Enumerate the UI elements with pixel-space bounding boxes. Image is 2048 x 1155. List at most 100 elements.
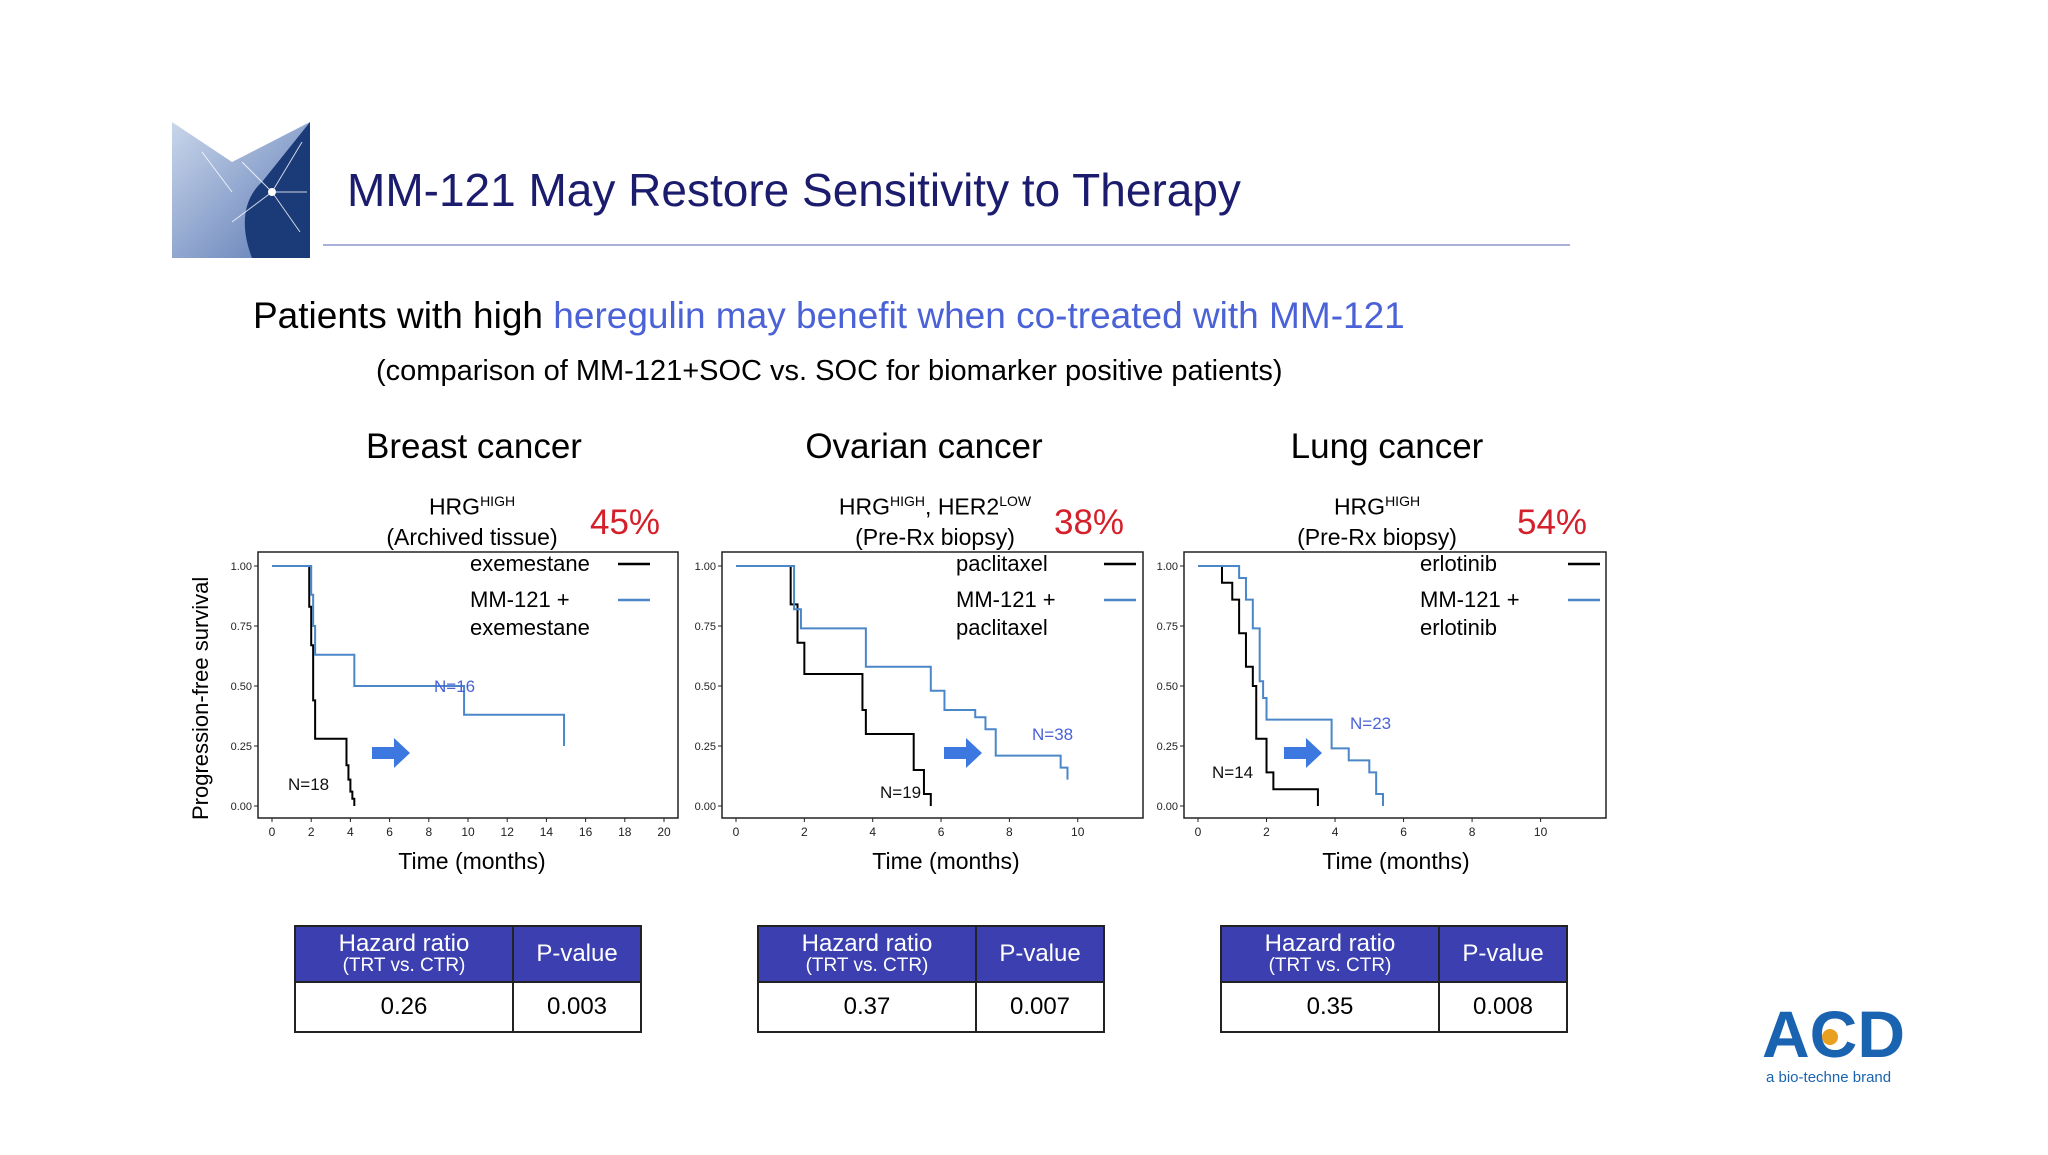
hazard-header: Hazard ratio (TRT vs. CTR) xyxy=(294,925,514,983)
x-tick-label: 6 xyxy=(1400,825,1407,839)
p-value-header: P-value xyxy=(975,925,1105,983)
legend-label: MM-121 + xyxy=(956,587,1056,612)
x-tick-label: 20 xyxy=(657,825,671,839)
p-value: 0.007 xyxy=(975,981,1105,1033)
x-axis-label-ovarian: Time (months) xyxy=(872,848,1020,874)
panel-title-breast: Breast cancer xyxy=(366,427,582,466)
x-tick-label: 2 xyxy=(801,825,808,839)
y-axis-label: Progression-free survival xyxy=(188,576,213,820)
plot-frame xyxy=(1183,551,1607,819)
hazard-table-breast: Hazard ratio (TRT vs. CTR) P-value 0.26 0… xyxy=(294,925,642,1033)
biomarker-sup: HIGH xyxy=(890,493,926,509)
y-tick-label: 0.00 xyxy=(695,801,716,813)
plot-frame xyxy=(257,551,679,819)
right-arrow-icon xyxy=(944,738,982,768)
headline-highlight-heregulin: heregulin xyxy=(553,295,706,336)
headline-mid-text: may benefit when co-treated with xyxy=(705,295,1270,336)
y-tick-label: 1.00 xyxy=(695,561,716,573)
y-tick-label: 0.50 xyxy=(695,681,716,693)
panel-title-lung: Lung cancer xyxy=(1290,427,1484,466)
km-curve-treatment xyxy=(272,565,566,746)
hazard-subheader: (TRT vs. CTR) xyxy=(805,955,929,976)
pct-breast: 45% xyxy=(590,503,661,542)
hazard-value: 0.35 xyxy=(1220,981,1440,1033)
x-tick-label: 8 xyxy=(1006,825,1013,839)
legend-label-line2: erlotinib xyxy=(1420,615,1497,640)
p-value: 0.003 xyxy=(512,981,642,1033)
y-tick-label: 0.25 xyxy=(231,741,252,753)
y-tick-label: 0.75 xyxy=(695,621,716,633)
hazard-header: Hazard ratio (TRT vs. CTR) xyxy=(757,925,977,983)
x-tick-label: 14 xyxy=(540,825,554,839)
x-tick-label: 10 xyxy=(1534,825,1548,839)
n-label: N=23 xyxy=(1350,714,1391,733)
x-tick-label: 10 xyxy=(461,825,475,839)
biomarker-ovarian: HRGHIGH, HER2LOW (Pre-Rx biopsy) xyxy=(785,486,1085,552)
x-tick-label: 4 xyxy=(869,825,876,839)
y-tick-label: 0.25 xyxy=(695,741,716,753)
panel-title-ovarian: Ovarian cancer xyxy=(805,427,1043,466)
km-curve-control xyxy=(1198,565,1319,806)
x-tick-label: 4 xyxy=(1332,825,1339,839)
x-tick-label: 0 xyxy=(1195,825,1202,839)
n-label: N=38 xyxy=(1032,725,1073,744)
biomarker-main: HRG xyxy=(838,493,891,520)
km-curve-treatment xyxy=(736,565,1069,780)
legend-label-line2: exemestane xyxy=(470,615,590,640)
x-tick-label: 16 xyxy=(579,825,593,839)
x-axis-label-lung: Time (months) xyxy=(1322,848,1470,874)
hazard-value: 0.37 xyxy=(757,981,977,1033)
km-curve-control xyxy=(736,565,932,806)
biomarker-lung: HRGHIGH (Pre-Rx biopsy) xyxy=(1227,486,1527,552)
hazard-header: Hazard ratio (TRT vs. CTR) xyxy=(1220,925,1440,983)
headline-text: Patients with high xyxy=(253,295,554,336)
legend-label: MM-121 + xyxy=(470,587,570,612)
slide-title: MM-121 May Restore Sensitivity to Therap… xyxy=(347,164,1241,216)
biomarker-main: HRG xyxy=(1333,493,1386,520)
n-label: N=14 xyxy=(1212,763,1253,782)
biomarker-extra: , HER2 xyxy=(925,493,1000,520)
x-tick-label: 2 xyxy=(1263,825,1270,839)
x-tick-label: 18 xyxy=(618,825,632,839)
right-arrow-icon xyxy=(1284,738,1322,768)
hazard-value: 0.26 xyxy=(294,981,514,1033)
y-tick-label: 1.00 xyxy=(231,561,252,573)
biomarker-breast: HRGHIGH (Archived tissue) xyxy=(322,486,622,552)
y-tick-label: 0.75 xyxy=(231,621,252,633)
n-label: N=18 xyxy=(288,775,329,794)
acd-brand-logo: ACD a bio-techne brand xyxy=(1762,997,1905,1086)
biomarker-sup: HIGH xyxy=(1385,493,1421,509)
x-tick-label: 6 xyxy=(938,825,945,839)
x-tick-label: 0 xyxy=(269,825,276,839)
y-tick-label: 0.50 xyxy=(231,681,252,693)
y-tick-label: 0.25 xyxy=(1157,741,1178,753)
p-value-header: P-value xyxy=(512,925,642,983)
y-tick-label: 0.75 xyxy=(1157,621,1178,633)
legend-label-line2: paclitaxel xyxy=(956,615,1048,640)
legend-label: erlotinib xyxy=(1420,551,1497,576)
hazard-table-ovarian: Hazard ratio (TRT vs. CTR) P-value 0.37 0… xyxy=(757,925,1105,1033)
n-label: N=16 xyxy=(434,677,475,696)
hazard-subheader: (TRT vs. CTR) xyxy=(1268,955,1392,976)
x-tick-label: 4 xyxy=(347,825,354,839)
n-label: N=19 xyxy=(880,783,921,802)
brand-dot-icon xyxy=(1822,1029,1838,1045)
network-logo-icon xyxy=(172,122,310,258)
pct-ovarian: 38% xyxy=(1054,503,1125,542)
legend-label: exemestane xyxy=(470,551,590,576)
sample-type: (Archived tissue) xyxy=(386,523,558,550)
legend-label: MM-121 + xyxy=(1420,587,1520,612)
y-tick-label: 0.00 xyxy=(1157,801,1178,813)
km-curve-treatment xyxy=(1198,565,1385,806)
plot-frame xyxy=(721,551,1144,819)
p-value: 0.008 xyxy=(1438,981,1568,1033)
hazard-subheader: (TRT vs. CTR) xyxy=(342,955,466,976)
right-arrow-icon xyxy=(372,738,410,768)
biomarker-sup: HIGH xyxy=(480,493,516,509)
x-tick-label: 0 xyxy=(733,825,740,839)
y-tick-label: 0.50 xyxy=(1157,681,1178,693)
p-value-header: P-value xyxy=(1438,925,1568,983)
biomarker-main: HRG xyxy=(428,493,481,520)
subtitle: (comparison of MM-121+SOC vs. SOC for bi… xyxy=(376,355,1283,387)
sample-type: (Pre-Rx biopsy) xyxy=(855,523,1015,550)
